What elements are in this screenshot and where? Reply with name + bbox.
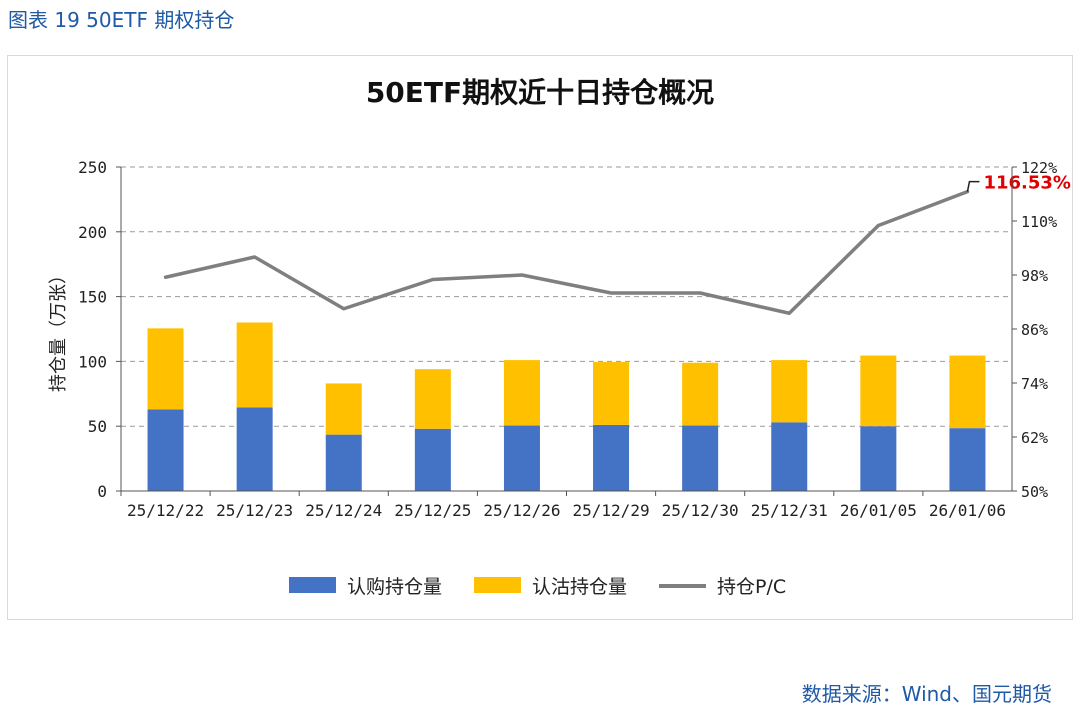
legend-swatch [289,577,336,593]
bar-call [148,409,184,491]
x-tick-label: 25/12/23 [216,501,293,520]
y-tick-label: 150 [78,288,107,307]
bar-call [949,428,985,491]
bar-put [949,356,985,429]
y2-tick-label: 50% [1021,483,1048,501]
bar-put [237,323,273,408]
bar-put [860,356,896,427]
y2-tick-label: 122% [1021,159,1057,177]
y-tick-label: 50 [88,417,107,436]
bar-put [415,369,451,429]
legend: 认购持仓量 认沽持仓量 持仓P/C [289,576,786,598]
y2-tick-label: 86% [1021,321,1048,339]
y-tick-label: 200 [78,223,107,242]
x-tick-label: 25/12/25 [394,501,471,520]
data-source: 数据来源：Wind、国元期货 [802,678,1052,707]
x-tick-label: 25/12/30 [662,501,739,520]
y-tick-label: 0 [97,482,107,501]
legend-label: 认沽持仓量 [532,576,627,598]
y2-tick-label: 74% [1021,375,1048,393]
annotation-leader [967,182,979,192]
bar-put [148,328,184,409]
y-tick-label: 100 [78,352,107,371]
bar-call [326,435,362,491]
y2-tick-label: 98% [1021,267,1048,285]
bar-put [771,360,807,422]
bar-put [504,360,540,425]
legend-label: 认购持仓量 [347,576,442,598]
x-tick-label: 26/01/05 [840,501,917,520]
bars [148,323,986,491]
bar-put [593,362,629,425]
y2-tick-label: 110% [1021,213,1057,231]
y2-tick-label: 62% [1021,429,1048,447]
legend-swatch [474,577,521,593]
x-tick-label: 25/12/24 [305,501,382,520]
bar-call [415,429,451,491]
bar-call [771,422,807,491]
bar-call [593,425,629,491]
pc-line [166,192,968,314]
x-tick-label: 25/12/22 [127,501,204,520]
y-axis-label: 持仓量（万张） [48,266,69,392]
chart-title: 50ETF期权近十日持仓概况 [366,76,714,109]
bar-put [326,383,362,434]
axes: 0 50 100 150 200 250 50% 62% 74% 86% 98% 110% 122% 持仓… [48,158,1057,520]
x-tick-label: 25/12/26 [483,501,560,520]
pc-line-layer: 116.53% [166,173,1071,314]
x-tick-label: 26/01/06 [929,501,1006,520]
y-tick-label: 250 [78,158,107,177]
bar-call [682,426,718,491]
bar-put [682,363,718,426]
x-tick-label: 25/12/31 [751,501,828,520]
bar-call [237,407,273,491]
legend-label: 持仓P/C [717,576,786,598]
x-tick-label: 25/12/29 [573,501,650,520]
bar-call [860,426,896,491]
bar-call [504,426,540,491]
